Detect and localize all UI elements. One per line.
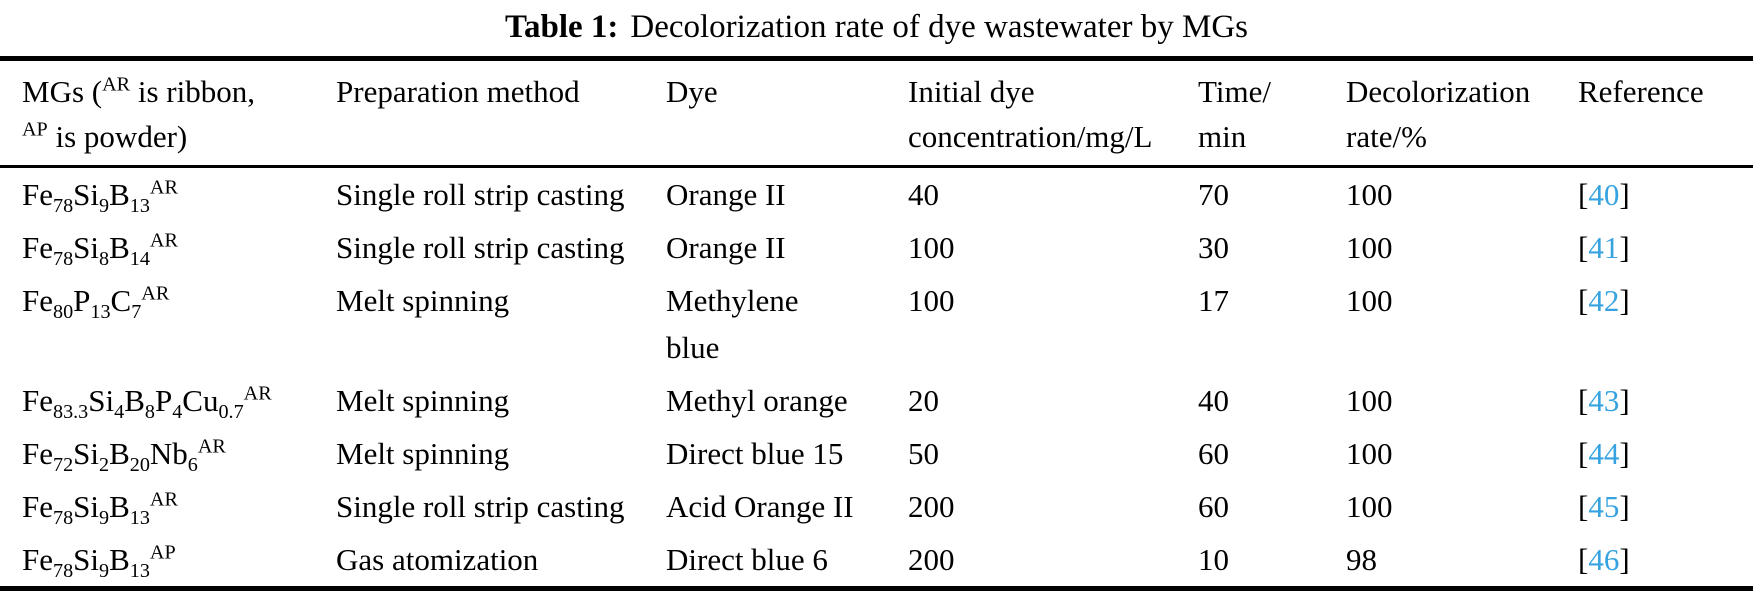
cell-time: 60 [1198,489,1229,524]
cell-rate: 100 [1346,230,1393,265]
table-header-row: MGs (AR is ribbon, AP is powder) Preparati… [0,59,1753,167]
reference-link[interactable]: 43 [1588,383,1620,418]
reference-link[interactable]: 41 [1588,230,1620,265]
reference-link[interactable]: 46 [1588,542,1620,577]
column-header-rate: Decolorization rate/% [1346,74,1531,154]
cell-dye: Orange II [666,230,786,265]
cell-concentration: 200 [908,489,955,524]
cell-preparation: Melt spinning [336,383,510,418]
cell-concentration: 200 [908,542,955,577]
cell-mg: Fe78Si8B14AR [22,229,178,271]
cell-time: 10 [1198,542,1229,577]
column-header-time: Time/min [1198,74,1271,154]
cell-rate: 100 [1346,383,1393,418]
cell-dye: Acid Orange II [666,489,854,524]
cell-dye: Direct blue 15 [666,436,844,471]
cell-dye: Methylene blue [666,283,799,365]
table-caption: Table 1: Decolorization rate of dye waste… [0,0,1753,48]
cell-mg: Fe83.3Si4B8P4Cu0.7AR [22,382,272,424]
cell-rate: 98 [1346,542,1377,577]
cell-mg: Fe72Si2B20Nb6AR [22,435,226,477]
cell-mg: Fe78Si9B13AR [22,488,178,530]
cell-time: 40 [1198,383,1229,418]
cell-reference: [45] [1578,489,1630,524]
cell-time: 70 [1198,177,1229,212]
column-header-concentration: Initial dye concentration/mg/L [908,74,1153,154]
cell-reference: [40] [1578,177,1630,212]
reference-link[interactable]: 45 [1588,489,1620,524]
cell-time: 17 [1198,283,1229,318]
cell-dye: Orange II [666,177,786,212]
column-header-mg: MGs (AR is ribbon, AP is powder) [22,73,255,154]
cell-reference: [43] [1578,383,1630,418]
cell-preparation: Single roll strip casting [336,177,625,212]
column-header-preparation: Preparation method [336,74,580,109]
cell-reference: [46] [1578,542,1630,577]
cell-concentration: 100 [908,230,955,265]
cell-mg: Fe78Si9B13AR [22,176,178,218]
decolorization-table: MGs (AR is ribbon, AP is powder) Preparati… [0,56,1753,591]
cell-concentration: 40 [908,177,939,212]
cell-preparation: Melt spinning [336,283,510,318]
table-row: Fe78Si8B14AR Single roll strip casting Ora… [0,221,1753,274]
cell-time: 60 [1198,436,1229,471]
cell-concentration: 100 [908,283,955,318]
reference-link[interactable]: 40 [1588,177,1620,212]
cell-preparation: Gas atomization [336,542,539,577]
table-row: Fe80P13C7AR Melt spinning Methylene blue 100… [0,274,1753,374]
cell-reference: [42] [1578,283,1630,318]
cell-rate: 100 [1346,283,1393,318]
cell-preparation: Single roll strip casting [336,489,625,524]
table-body: Fe78Si9B13AR Single roll strip casting Ora… [0,167,1753,589]
table-caption-label: Table 1: [505,9,619,45]
cell-mg: Fe80P13C7AR [22,282,170,324]
reference-link[interactable]: 42 [1588,283,1620,318]
table-row: Fe78Si9B13AR Single roll strip casting Ora… [0,167,1753,222]
table-row: Fe78Si9B13AP Gas atomization Direct blue 6… [0,533,1753,589]
cell-rate: 100 [1346,489,1393,524]
cell-time: 30 [1198,230,1229,265]
cell-rate: 100 [1346,436,1393,471]
reference-link[interactable]: 44 [1588,436,1620,471]
cell-concentration: 50 [908,436,939,471]
table-row: Fe78Si9B13AR Single roll strip casting Aci… [0,480,1753,533]
cell-reference: [44] [1578,436,1630,471]
cell-dye: Direct blue 6 [666,542,828,577]
column-header-reference: Reference [1578,74,1704,109]
table-caption-text: Decolorization rate of dye wastewater by… [630,9,1248,45]
cell-concentration: 20 [908,383,939,418]
cell-preparation: Melt spinning [336,436,510,471]
column-header-dye: Dye [666,74,718,109]
cell-preparation: Single roll strip casting [336,230,625,265]
cell-reference: [41] [1578,230,1630,265]
cell-mg: Fe78Si9B13AP [22,541,176,583]
cell-dye: Methyl orange [666,383,848,418]
cell-rate: 100 [1346,177,1393,212]
table-row: Fe72Si2B20Nb6AR Melt spinning Direct blue … [0,427,1753,480]
table-row: Fe83.3Si4B8P4Cu0.7AR Melt spinning Methyl … [0,374,1753,427]
